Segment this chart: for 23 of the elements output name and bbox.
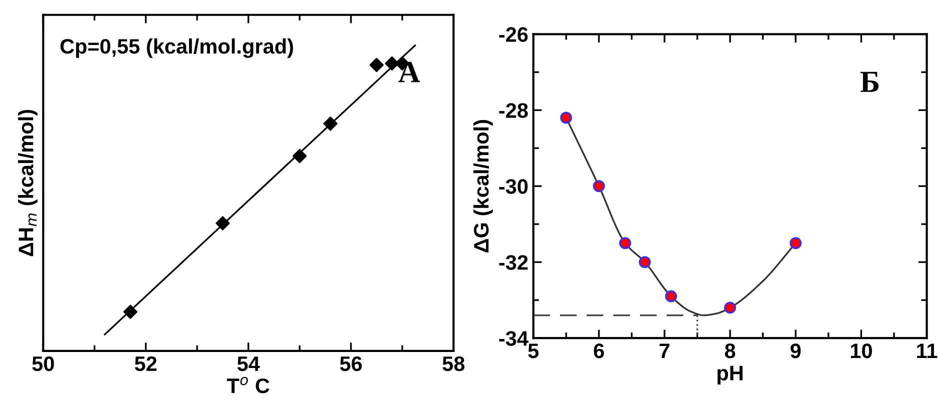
x-tick-label: 6 xyxy=(594,343,604,358)
x-tick-label: 11 xyxy=(917,344,938,358)
x-tick-label: 9 xyxy=(790,343,801,358)
x-tick-label: 10 xyxy=(850,343,872,358)
y-axis-title: ΔG (kcal/mol) xyxy=(473,120,493,252)
x-tick-label: 50 xyxy=(32,356,54,372)
y-axis-title: ΔH$_{m}$ (kcal/mol) xyxy=(18,110,38,256)
y-tick-label: -34 xyxy=(499,331,528,346)
x-axis-title: T$^{o}$ C xyxy=(226,376,270,394)
annotation: Б xyxy=(860,72,879,92)
y-tick-label: -28 xyxy=(499,103,528,118)
x-tick-label: 58 xyxy=(442,356,464,372)
y-tick-label: -26 xyxy=(499,27,528,42)
x-tick-label: 5 xyxy=(528,344,539,358)
annotation: Cp=0,55 (kcal/mol.grad) xyxy=(60,38,294,58)
y-tick-label: -32 xyxy=(499,255,528,270)
y-tick-label: -30 xyxy=(499,179,528,194)
x-tick-label: 7 xyxy=(660,344,670,358)
x-tick-label: 8 xyxy=(724,343,736,358)
x-tick-label: 54 xyxy=(237,356,260,372)
x-tick-label: 56 xyxy=(340,356,362,372)
x-tick-label: 52 xyxy=(134,356,157,372)
x-axis-title: pH xyxy=(718,366,743,385)
